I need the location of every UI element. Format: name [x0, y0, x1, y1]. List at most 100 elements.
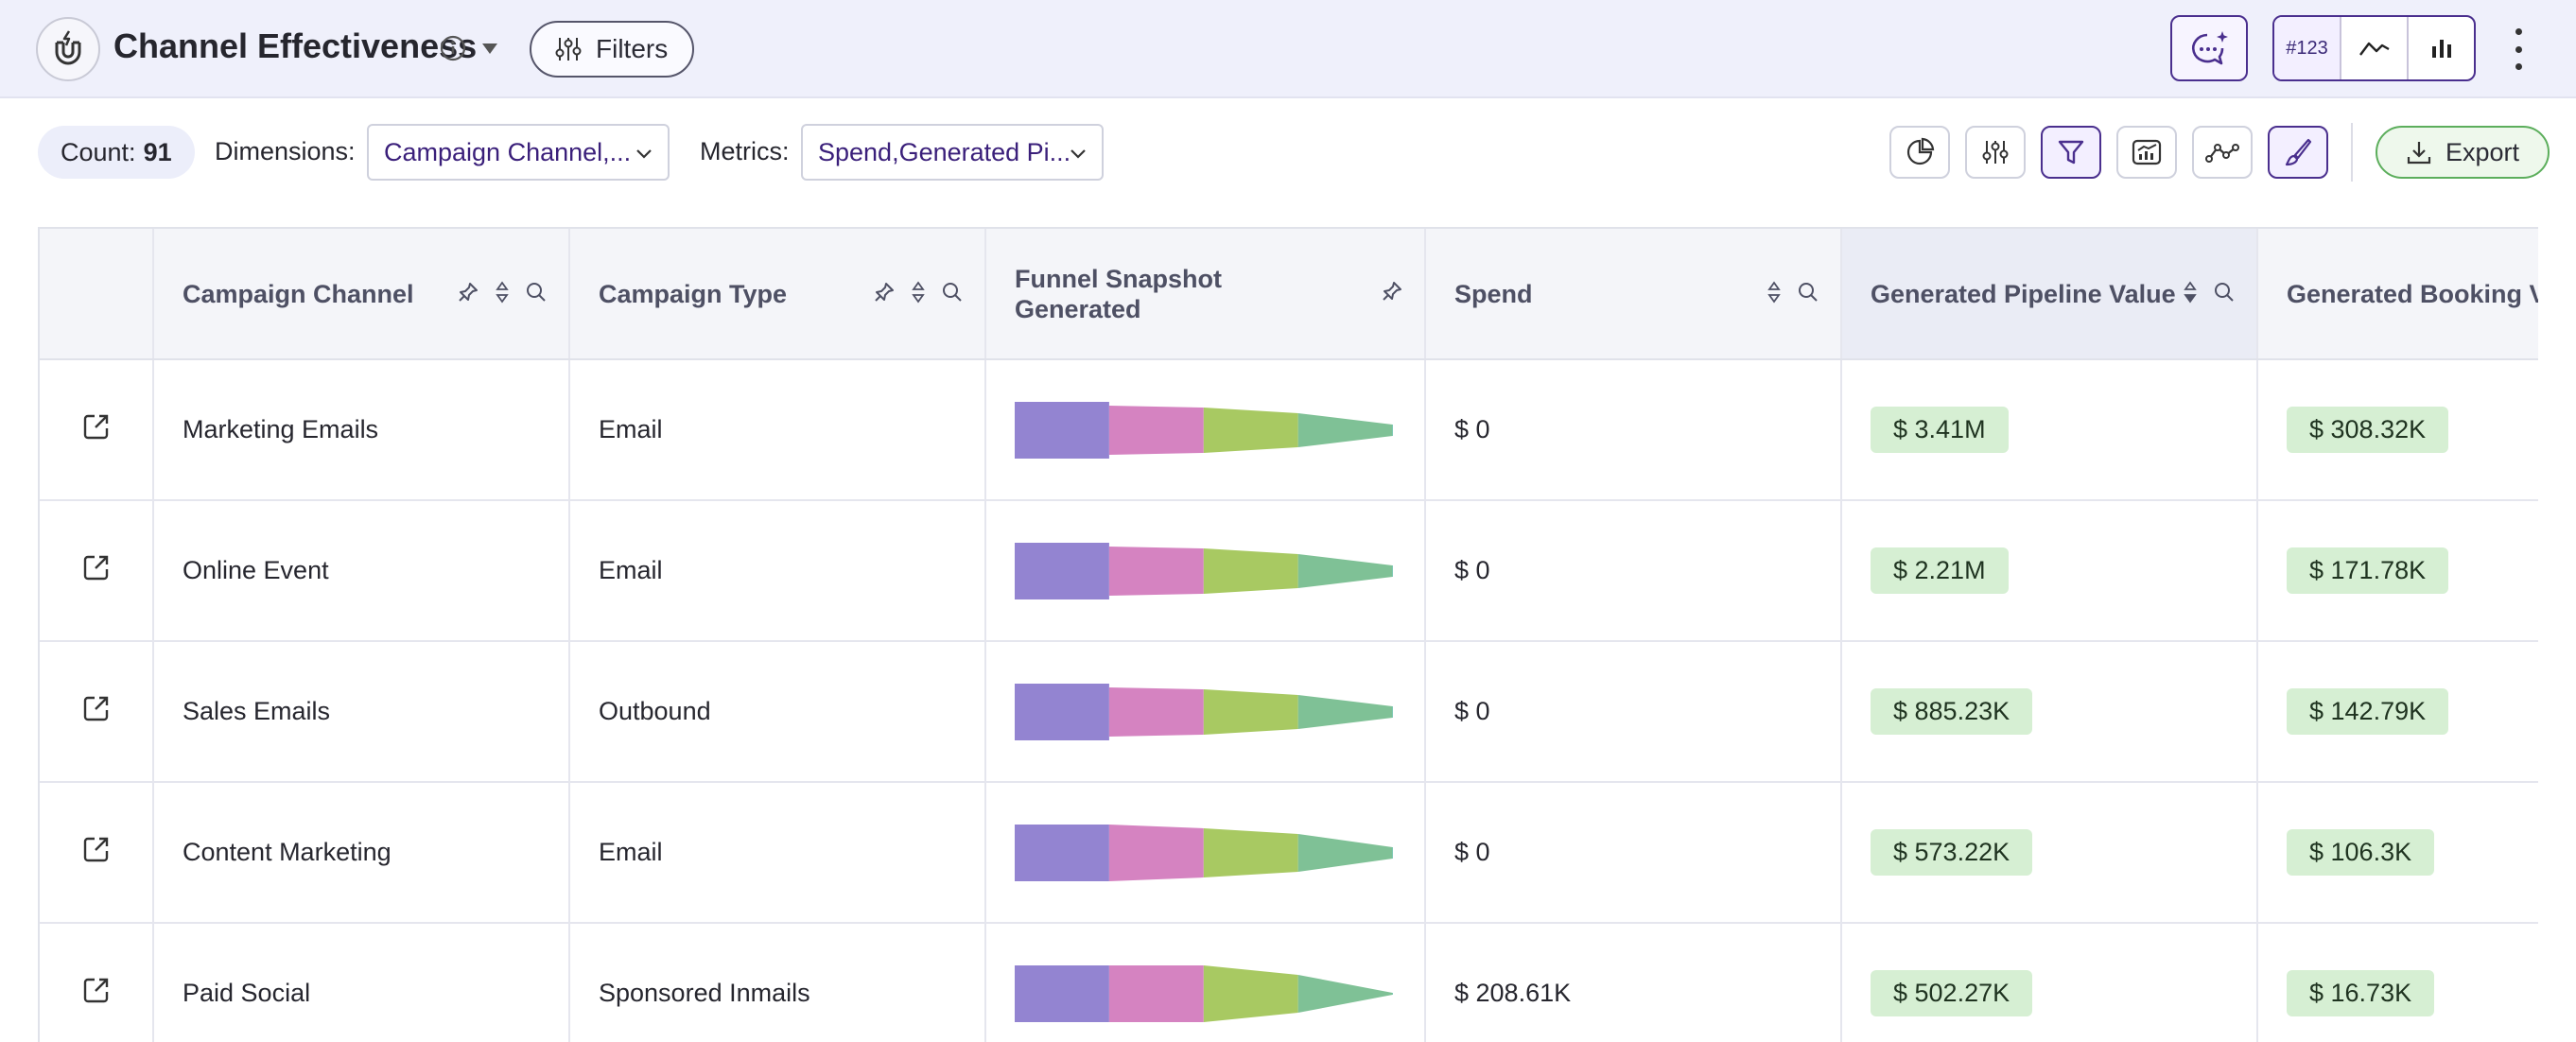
brush-icon [2285, 138, 2312, 166]
table-row: Online Event Email $ 0 $ 2.21M $ 171.78K [40, 500, 2538, 641]
info-icon[interactable] [439, 34, 467, 62]
funnel-stage [1015, 401, 1109, 459]
table-row: Paid Social Sponsored Inmails $ 208.61K $ 5… [40, 923, 2538, 1042]
search-icon[interactable] [2213, 281, 2236, 304]
external-link-icon[interactable] [81, 834, 112, 864]
booking-value-pill: $ 171.78K [2287, 547, 2449, 594]
external-link-icon[interactable] [81, 693, 112, 723]
cell-campaign-type: Email [569, 359, 986, 500]
cell-pipeline-value: $ 573.22K [1841, 782, 2258, 923]
cell-pipeline-value: $ 885.23K [1841, 641, 2258, 782]
view-mode-toggle: #123 [2272, 15, 2476, 81]
app-header: Channel Effectiveness Filters #123 [0, 0, 2576, 98]
dimensions-select[interactable]: Campaign Channel,... [367, 124, 670, 181]
funnel-filter-button[interactable] [2041, 126, 2101, 179]
booking-value-pill: $ 106.3K [2287, 829, 2435, 876]
booking-value-pill: $ 308.32K [2287, 407, 2449, 453]
line-view-button[interactable] [2341, 17, 2409, 79]
funnel-stage [1203, 827, 1298, 877]
bar-view-button[interactable] [2409, 17, 2474, 79]
sort-descending-icon[interactable] [2183, 280, 2198, 304]
open-link-cell[interactable] [40, 641, 154, 782]
external-link-icon[interactable] [81, 975, 112, 1005]
funnel-stage [1015, 683, 1109, 740]
cell-pipeline-value: $ 2.21M [1841, 500, 2258, 641]
magnet-logo-icon[interactable] [36, 17, 100, 81]
header-campaign-channel[interactable]: Campaign Channel [153, 229, 570, 360]
chevron-down-icon [636, 149, 652, 159]
funnel-stage [1203, 547, 1298, 594]
search-icon[interactable] [1797, 281, 1819, 304]
metrics-label: Metrics: [700, 137, 790, 165]
cell-campaign-channel: Sales Emails [153, 641, 570, 782]
chart-box-icon [2132, 139, 2162, 165]
sort-icon[interactable] [1767, 280, 1782, 304]
line-chart-icon [2358, 42, 2390, 56]
header-campaign-type[interactable]: Campaign Type [569, 229, 986, 360]
header-funnel-snapshot[interactable]: Funnel Snapshot Generated [985, 229, 1426, 360]
header-spend[interactable]: Spend [1425, 229, 1842, 360]
funnel-stage [1203, 688, 1298, 735]
cell-funnel-snapshot[interactable] [985, 782, 1426, 923]
funnel-stage [1297, 974, 1393, 1013]
pin-icon[interactable] [1381, 280, 1403, 303]
line-plot-button[interactable] [2192, 126, 2253, 179]
pipeline-value-pill: $ 885.23K [1871, 688, 2033, 735]
cell-campaign-channel: Content Marketing [153, 782, 570, 923]
number-view-button[interactable]: #123 [2274, 17, 2341, 79]
funnel-stage [1108, 405, 1204, 455]
dimensions-label: Dimensions: [215, 137, 356, 165]
cell-booking-value: $ 142.79K [2257, 641, 2538, 782]
adjust-button[interactable] [1965, 126, 2026, 179]
funnel-stage [1297, 553, 1393, 588]
external-link-icon[interactable] [81, 552, 112, 582]
funnel-sparkline [1015, 683, 1393, 740]
cell-booking-value: $ 308.32K [2257, 359, 2538, 500]
search-icon[interactable] [525, 281, 548, 304]
external-link-icon[interactable] [81, 411, 112, 442]
funnel-icon [2058, 140, 2084, 165]
more-options-icon[interactable] [2504, 23, 2532, 76]
brush-button[interactable] [2268, 126, 2328, 179]
funnel-stage [1108, 824, 1204, 881]
trend-chart-button[interactable] [2116, 126, 2177, 179]
cell-funnel-snapshot[interactable] [985, 923, 1426, 1042]
filters-button[interactable]: Filters [530, 21, 694, 78]
open-link-cell[interactable] [40, 923, 154, 1042]
toolbar-divider [2351, 123, 2353, 182]
download-icon [2407, 142, 2431, 165]
search-icon[interactable] [941, 281, 964, 304]
sort-icon[interactable] [911, 280, 926, 304]
funnel-stage [1108, 686, 1204, 737]
bar-chart-icon [2431, 40, 2451, 58]
cell-spend: $ 0 [1425, 641, 1842, 782]
page-title: Channel Effectiveness [113, 26, 478, 65]
cell-funnel-snapshot[interactable] [985, 641, 1426, 782]
cell-campaign-type: Outbound [569, 641, 986, 782]
funnel-stage [1015, 542, 1109, 599]
export-button[interactable]: Export [2376, 126, 2550, 179]
open-link-cell[interactable] [40, 359, 154, 500]
cell-funnel-snapshot[interactable] [985, 359, 1426, 500]
pipeline-value-pill: $ 573.22K [1871, 829, 2033, 876]
filters-label: Filters [596, 34, 669, 63]
pipeline-value-pill: $ 2.21M [1871, 547, 2009, 594]
chevron-down-icon [1070, 149, 1086, 159]
cell-pipeline-value: $ 3.41M [1841, 359, 2258, 500]
count-badge: Count: 91 [38, 126, 195, 179]
cell-funnel-snapshot[interactable] [985, 500, 1426, 641]
open-link-cell[interactable] [40, 500, 154, 641]
pie-chart-button[interactable] [1889, 126, 1950, 179]
sort-icon[interactable] [495, 280, 510, 304]
pin-icon[interactable] [457, 281, 479, 304]
metrics-select[interactable]: Spend,Generated Pi... [801, 124, 1104, 181]
export-label: Export [2445, 137, 2520, 166]
caret-down-icon[interactable] [479, 40, 500, 57]
pin-icon[interactable] [873, 281, 896, 304]
header-generated-pipeline-value[interactable]: Generated Pipeline Value [1841, 229, 2258, 360]
open-link-cell[interactable] [40, 782, 154, 923]
count-value: 91 [143, 137, 172, 166]
header-generated-booking-value[interactable]: Generated Booking Value [2257, 229, 2538, 360]
table-row: Sales Emails Outbound $ 0 $ 885.23K $ 142.79… [40, 641, 2538, 782]
ai-chat-button[interactable] [2170, 15, 2248, 81]
